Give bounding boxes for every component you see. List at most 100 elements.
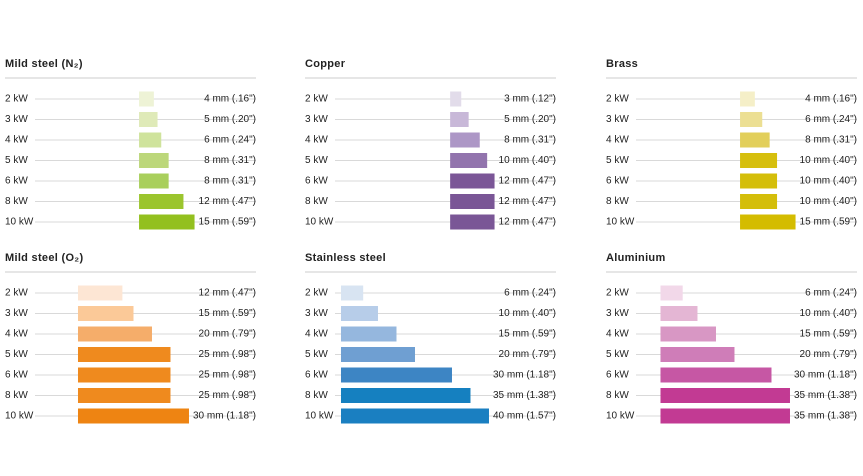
category-label: 6 kW xyxy=(606,370,629,381)
bar xyxy=(450,91,462,107)
value-label: 15 mm (.59") xyxy=(800,329,857,340)
bar xyxy=(740,214,796,230)
value-label: 6 mm (.24") xyxy=(204,135,256,146)
bar xyxy=(660,347,735,362)
value-label: 12 mm (.47") xyxy=(199,196,256,207)
category-label: 3 kW xyxy=(5,114,28,125)
value-label: 30 mm (1.18") xyxy=(493,370,556,381)
category-label: 10 kW xyxy=(305,411,334,422)
bar xyxy=(139,214,195,230)
value-label: 20 mm (.79") xyxy=(199,329,256,340)
category-label: 4 kW xyxy=(5,329,28,340)
bar xyxy=(340,306,378,321)
category-label: 10 kW xyxy=(5,411,34,422)
category-label: 4 kW xyxy=(305,329,328,340)
value-label: 25 mm (.98") xyxy=(199,390,256,401)
chart-title: Stainless steel xyxy=(305,252,386,264)
category-label: 5 kW xyxy=(606,349,629,360)
value-label: 6 mm (.24") xyxy=(805,114,857,125)
bar xyxy=(450,214,495,230)
bar xyxy=(340,388,471,403)
chart-title: Copper xyxy=(305,58,346,70)
value-label: 10 mm (.40") xyxy=(800,155,857,166)
value-label: 4 mm (.16") xyxy=(204,94,256,105)
category-label: 8 kW xyxy=(305,390,328,401)
category-label: 3 kW xyxy=(5,308,28,319)
chart-title: Aluminium xyxy=(606,252,666,264)
bar xyxy=(77,347,171,362)
bar xyxy=(77,306,134,321)
category-label: 6 kW xyxy=(5,370,28,381)
value-label: 12 mm (.47") xyxy=(499,217,556,228)
value-label: 12 mm (.47") xyxy=(199,288,256,299)
chart-title: Brass xyxy=(606,58,638,70)
category-label: 6 kW xyxy=(305,370,328,381)
bar xyxy=(740,112,763,127)
category-label: 2 kW xyxy=(606,94,629,105)
category-label: 8 kW xyxy=(5,390,28,401)
category-label: 10 kW xyxy=(606,217,635,228)
value-label: 4 mm (.16") xyxy=(805,94,857,105)
bar xyxy=(450,112,469,127)
bar xyxy=(139,173,169,189)
bar xyxy=(139,194,184,209)
bar xyxy=(340,347,415,362)
bar xyxy=(660,306,698,321)
category-label: 4 kW xyxy=(606,329,629,340)
value-label: 15 mm (.59") xyxy=(499,329,556,340)
category-label: 5 kW xyxy=(5,155,28,166)
bar xyxy=(660,326,716,342)
bar xyxy=(139,112,158,127)
value-label: 15 mm (.59") xyxy=(199,308,256,319)
value-label: 8 mm (.31") xyxy=(204,155,256,166)
category-label: 5 kW xyxy=(305,349,328,360)
bar xyxy=(77,408,189,424)
value-label: 10 mm (.40") xyxy=(499,308,556,319)
bar xyxy=(340,285,364,301)
bar xyxy=(340,326,397,342)
category-label: 10 kW xyxy=(606,411,635,422)
category-label: 4 kW xyxy=(305,135,328,146)
category-label: 10 kW xyxy=(5,217,34,228)
bar xyxy=(450,173,495,189)
bar xyxy=(660,408,790,424)
value-label: 6 mm (.24") xyxy=(805,288,857,299)
category-label: 8 kW xyxy=(606,196,629,207)
bar xyxy=(139,91,154,107)
value-label: 5 mm (.20") xyxy=(204,114,256,125)
value-label: 25 mm (.98") xyxy=(199,370,256,381)
value-label: 10 mm (.40") xyxy=(800,196,857,207)
category-label: 8 kW xyxy=(606,390,629,401)
category-label: 6 kW xyxy=(305,176,328,187)
category-label: 5 kW xyxy=(305,155,328,166)
value-label: 35 mm (1.38") xyxy=(794,411,857,422)
bar xyxy=(340,408,489,424)
value-label: 25 mm (.98") xyxy=(199,349,256,360)
bar xyxy=(77,285,123,301)
category-label: 2 kW xyxy=(606,288,629,299)
category-label: 4 kW xyxy=(606,135,629,146)
category-label: 10 kW xyxy=(305,217,334,228)
value-label: 15 mm (.59") xyxy=(800,217,857,228)
value-label: 10 mm (.40") xyxy=(499,155,556,166)
bar xyxy=(740,194,778,209)
bar xyxy=(740,91,755,107)
bar xyxy=(139,153,169,168)
category-label: 2 kW xyxy=(305,288,328,299)
bar xyxy=(740,132,770,148)
category-label: 5 kW xyxy=(606,155,629,166)
category-label: 6 kW xyxy=(5,176,28,187)
value-label: 35 mm (1.38") xyxy=(794,390,857,401)
value-label: 3 mm (.12") xyxy=(504,94,556,105)
category-label: 3 kW xyxy=(606,308,629,319)
category-label: 5 kW xyxy=(5,349,28,360)
bar xyxy=(450,132,480,148)
category-label: 2 kW xyxy=(5,288,28,299)
value-label: 20 mm (.79") xyxy=(499,349,556,360)
category-label: 3 kW xyxy=(606,114,629,125)
value-label: 30 mm (1.18") xyxy=(794,370,857,381)
category-label: 3 kW xyxy=(305,114,328,125)
value-label: 12 mm (.47") xyxy=(499,196,556,207)
value-label: 35 mm (1.38") xyxy=(493,390,556,401)
value-label: 10 mm (.40") xyxy=(800,308,857,319)
